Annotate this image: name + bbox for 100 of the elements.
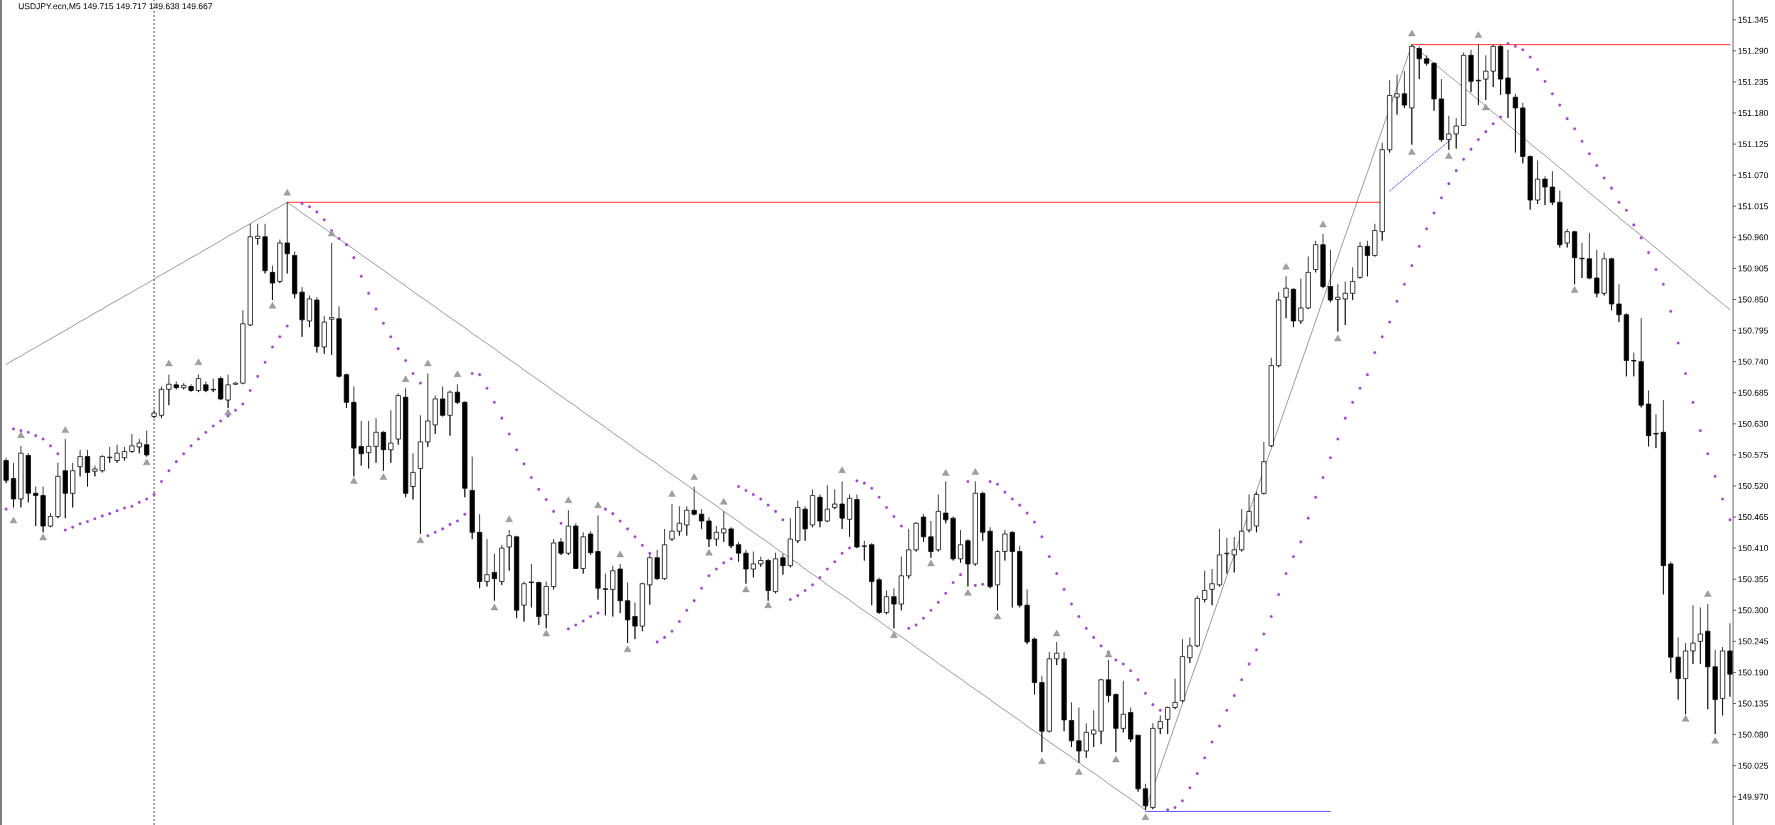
candlestick [121,446,128,461]
candlestick [1608,257,1615,311]
y-tick-label: 149.970 [1738,793,1769,800]
point [1038,757,1046,764]
candlestick [735,541,742,563]
point [17,431,25,438]
point [143,458,151,465]
point [283,189,291,196]
point [1112,755,1120,763]
candlestick [477,513,483,589]
candlestick [380,430,387,472]
point [224,408,232,416]
y-tick-label: 150.520 [1738,482,1769,489]
y-tick-label: 151.015 [1738,203,1769,210]
y-tick-label: 150.025 [1738,762,1769,769]
y-tick-label: 150.905 [1738,265,1769,272]
point [505,515,513,523]
point [1570,286,1579,293]
candlestick [1535,160,1541,205]
candlestick [1461,52,1467,127]
candlestick [144,430,150,457]
y-tick-label: 150.575 [1738,451,1769,458]
candlestick [1261,441,1267,495]
y-tick-label: 150.850 [1738,296,1769,303]
candlestick [454,383,461,405]
candlestick [558,537,564,556]
candlestick [957,529,964,564]
candlestick [595,514,601,600]
point [1334,334,1342,342]
candlestick [1357,241,1363,279]
y-tick-label: 151.070 [1738,172,1769,179]
candlestick [70,462,76,508]
candlestick [491,553,498,602]
point [1053,629,1061,637]
candlestick [10,462,17,508]
candlestick [602,573,608,616]
candlestick [632,601,638,640]
y-tick-label: 150.355 [1738,576,1769,583]
candlestick [462,400,468,498]
point [1075,768,1083,775]
point [165,359,173,367]
candlestick [528,563,534,608]
point [424,359,432,367]
point [268,302,277,309]
candlestick [1660,399,1666,595]
y-tick-label: 150.190 [1738,669,1769,676]
candlestick [1401,70,1408,109]
candlestick [1616,283,1622,323]
candlestick [661,528,668,581]
candlestick [1438,78,1445,143]
y-tick-label: 151.345 [1738,16,1769,23]
candlestick [1327,249,1334,303]
candlestick [410,452,416,500]
candlestick [1424,54,1430,66]
candlestick [1623,312,1629,377]
candlestick [395,392,401,446]
candlestick [1719,646,1726,716]
candlestick [403,387,409,498]
point [1408,29,1416,37]
y-tick-label: 150.685 [1738,389,1769,396]
point [542,629,550,637]
point [9,516,18,524]
point [1141,813,1150,820]
point [720,498,728,505]
candlestick [698,508,705,530]
candlestick [1246,494,1252,533]
candlestick [1283,275,1289,319]
point [350,477,358,484]
candlestick [883,590,890,615]
point [705,549,713,556]
point [993,612,1002,620]
candlestick [1105,659,1112,703]
candlestick [994,549,1001,611]
candlestick [417,414,424,535]
point [1445,152,1453,159]
point [1319,220,1327,228]
point [61,426,69,433]
point [416,536,425,543]
y-tick-label: 150.740 [1738,358,1769,365]
candlestick [1350,266,1356,301]
candlestick [1253,491,1260,533]
y-tick-label: 150.080 [1738,731,1769,738]
candlestick [1290,287,1297,328]
candlestick [1268,357,1274,448]
point [742,585,750,593]
y-tick-label: 150.245 [1738,638,1769,645]
y-tick-label: 151.125 [1738,141,1769,148]
candlestick [1216,528,1223,587]
point [623,645,632,652]
y-tick-label: 151.235 [1738,78,1769,85]
candlestick [772,552,779,594]
candlestick [1031,637,1038,695]
candlestick [920,513,927,543]
point [927,559,935,567]
point [328,229,336,237]
candlestick [1179,638,1186,703]
candlestick [1571,230,1578,285]
candlestick [551,538,557,590]
y-tick-label: 150.960 [1738,234,1769,241]
point [971,468,979,475]
